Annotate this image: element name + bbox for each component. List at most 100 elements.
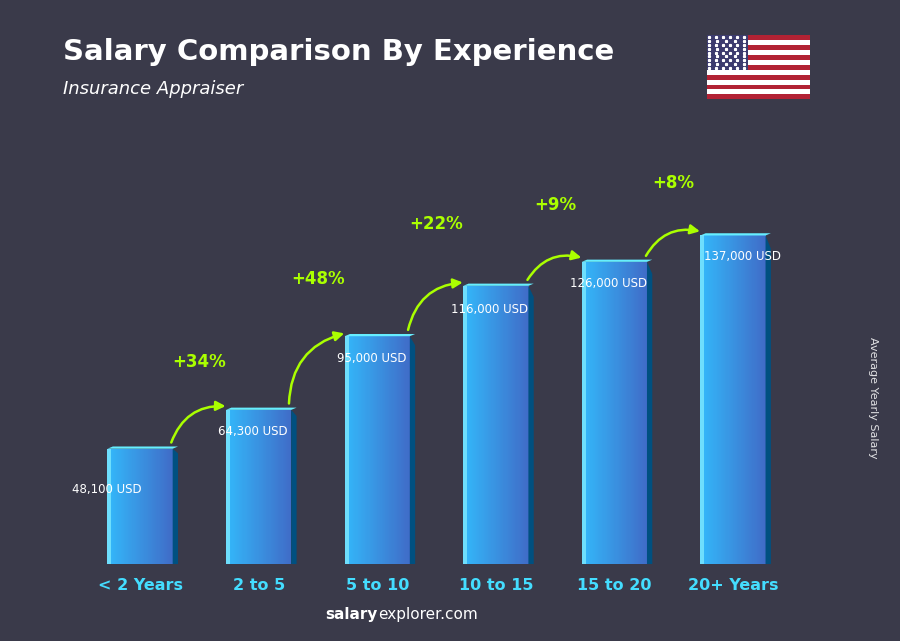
Bar xyxy=(746,235,747,564)
Bar xyxy=(594,262,595,564)
Bar xyxy=(130,449,131,564)
Bar xyxy=(263,410,265,564)
Bar xyxy=(278,410,280,564)
Bar xyxy=(706,75,810,79)
Bar xyxy=(137,449,138,564)
Bar xyxy=(246,410,247,564)
Bar xyxy=(726,235,728,564)
Text: Insurance Appraiser: Insurance Appraiser xyxy=(63,80,243,98)
Bar xyxy=(247,410,248,564)
Bar xyxy=(473,286,474,564)
Bar xyxy=(150,449,151,564)
Bar xyxy=(142,449,144,564)
Bar xyxy=(367,337,369,564)
Bar xyxy=(596,262,598,564)
Bar xyxy=(602,262,604,564)
Bar xyxy=(622,262,624,564)
Bar xyxy=(289,410,291,564)
Bar xyxy=(389,337,391,564)
Bar xyxy=(116,449,118,564)
Bar xyxy=(488,286,490,564)
Bar xyxy=(499,286,500,564)
Bar xyxy=(262,410,263,564)
Polygon shape xyxy=(410,337,415,564)
Bar xyxy=(260,410,261,564)
Bar xyxy=(122,449,124,564)
Bar xyxy=(364,337,365,564)
Bar xyxy=(609,262,610,564)
Text: Salary Comparison By Experience: Salary Comparison By Experience xyxy=(63,38,614,67)
Bar xyxy=(730,235,731,564)
Bar xyxy=(708,235,709,564)
Bar xyxy=(621,262,622,564)
Bar xyxy=(107,449,112,564)
Bar xyxy=(595,262,596,564)
Bar xyxy=(756,235,757,564)
Bar xyxy=(613,262,615,564)
Bar xyxy=(110,449,111,564)
Bar xyxy=(394,337,396,564)
Polygon shape xyxy=(647,262,652,564)
Bar xyxy=(627,262,629,564)
Bar xyxy=(701,235,703,564)
Text: 137,000 USD: 137,000 USD xyxy=(704,250,781,263)
Bar xyxy=(485,286,486,564)
Bar xyxy=(396,337,397,564)
Bar xyxy=(592,262,594,564)
Bar xyxy=(141,449,142,564)
Polygon shape xyxy=(464,283,534,286)
Polygon shape xyxy=(292,410,297,564)
Bar xyxy=(710,235,711,564)
Bar xyxy=(252,410,254,564)
Bar xyxy=(589,262,590,564)
Bar xyxy=(253,410,255,564)
Bar xyxy=(599,262,600,564)
Bar xyxy=(704,235,705,564)
Bar xyxy=(164,449,166,564)
Bar xyxy=(752,235,754,564)
Bar xyxy=(757,235,758,564)
Bar xyxy=(714,235,715,564)
Bar xyxy=(764,235,766,564)
Bar xyxy=(359,337,360,564)
Text: +22%: +22% xyxy=(410,215,464,233)
Bar xyxy=(761,235,762,564)
Bar xyxy=(703,235,704,564)
Bar xyxy=(227,410,229,564)
Bar xyxy=(587,262,589,564)
Bar xyxy=(748,235,750,564)
Bar xyxy=(124,449,125,564)
Bar xyxy=(729,235,730,564)
Bar xyxy=(385,337,386,564)
Bar xyxy=(391,337,392,564)
Bar xyxy=(581,262,583,564)
Bar xyxy=(624,262,625,564)
Bar xyxy=(639,262,641,564)
Bar xyxy=(508,286,509,564)
Bar xyxy=(166,449,167,564)
Bar xyxy=(526,286,527,564)
Bar xyxy=(736,235,737,564)
Bar xyxy=(237,410,239,564)
Bar xyxy=(611,262,612,564)
Bar xyxy=(235,410,236,564)
Bar xyxy=(234,410,235,564)
Bar xyxy=(368,337,370,564)
Bar xyxy=(706,85,810,90)
Bar xyxy=(380,337,381,564)
Bar xyxy=(398,337,400,564)
Bar xyxy=(495,286,496,564)
Bar xyxy=(148,449,149,564)
Bar xyxy=(370,337,371,564)
Bar xyxy=(350,337,351,564)
Bar xyxy=(733,235,734,564)
Bar xyxy=(738,235,740,564)
Bar xyxy=(762,235,763,564)
Bar xyxy=(255,410,256,564)
Bar xyxy=(408,337,409,564)
Bar xyxy=(371,337,372,564)
Bar xyxy=(464,286,467,564)
Bar xyxy=(240,410,241,564)
Bar xyxy=(715,235,716,564)
Bar xyxy=(121,449,122,564)
